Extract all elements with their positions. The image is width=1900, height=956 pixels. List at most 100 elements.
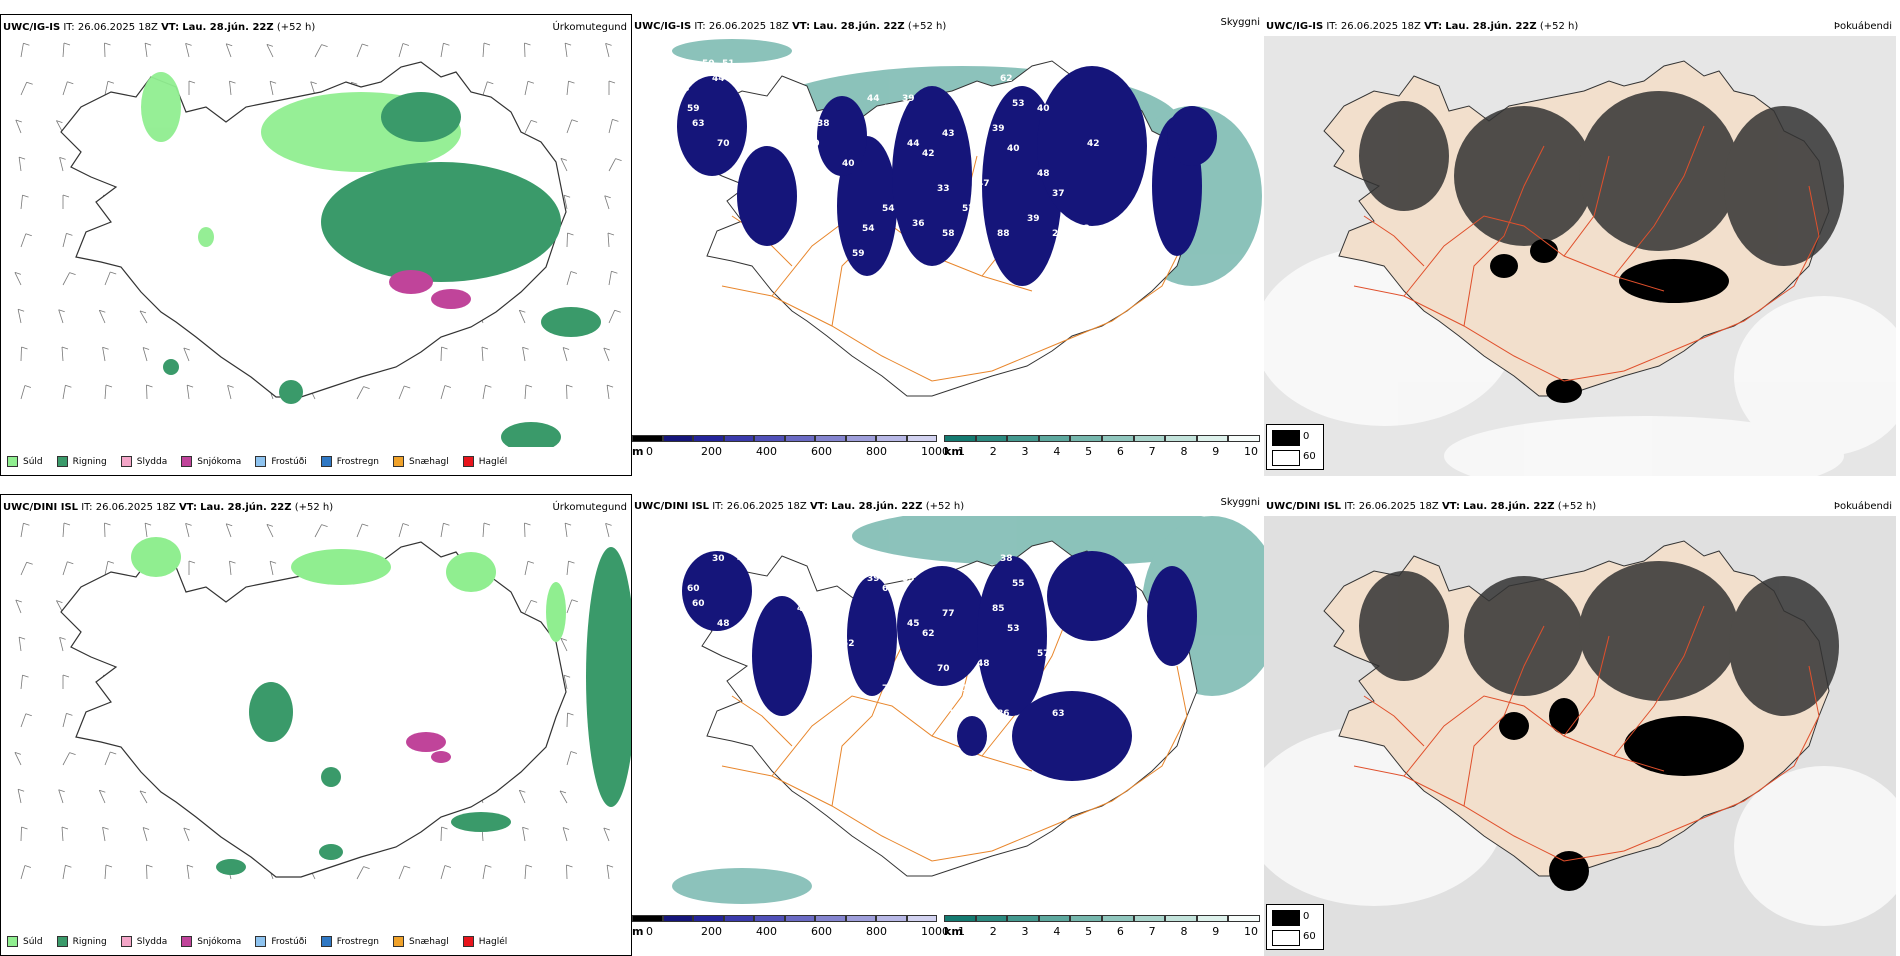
visibility-value-label: 116	[962, 684, 981, 694]
visibility-value-label: 47	[977, 179, 990, 189]
visibility-value-label: 43	[942, 129, 955, 139]
panel-title: UWC/IG-IS IT: 26.06.2025 18Z VT: Lau. 28…	[634, 21, 947, 32]
precip-map	[14, 42, 622, 447]
visibility-value-label: 37	[677, 564, 690, 574]
colorbar-tick: 400	[756, 445, 777, 458]
legend-label: Rigning	[72, 936, 107, 947]
panel-name: Þokuábendi	[1833, 21, 1892, 32]
fog-map	[1264, 516, 1896, 956]
visibility-colorbar: km 1 2 3 4 5 6 7 8 9 10	[944, 915, 1260, 939]
colorbar-tick: 0	[646, 445, 653, 458]
visibility-value-label: 39	[1052, 669, 1065, 679]
visibility-value-label: 52	[842, 639, 855, 649]
colorbar-cell	[975, 435, 1008, 442]
legend-swatch	[120, 936, 132, 947]
fog-legend: 0 60	[1266, 424, 1324, 470]
colorbar-tick: 3	[1021, 925, 1029, 938]
legend-entry: Rigning	[56, 936, 107, 947]
fog-legend-label: 60	[1303, 931, 1316, 942]
visibility-colorbar: km 1 2 3 4 5 6 7 8 9 10	[944, 435, 1260, 459]
visibility-value-label: 42	[922, 149, 935, 159]
colorbar-cell	[1196, 435, 1229, 442]
colorbar-cell	[845, 915, 876, 922]
panel-title: UWC/DINI ISL IT: 26.06.2025 18Z VT: Lau.…	[1266, 501, 1597, 512]
legend-label: Súld	[23, 456, 43, 467]
colorbar-cell	[1007, 915, 1039, 922]
visibility-value-label: 44	[867, 94, 880, 104]
visibility-value-label: 95	[1092, 239, 1105, 249]
visibility-value-label: 57	[962, 204, 975, 214]
visibility-value-label: 50	[817, 599, 830, 609]
colorbar-cell	[944, 915, 976, 922]
colorbar-cell	[815, 915, 846, 922]
visibility-value-label: 30	[712, 554, 725, 564]
colorbar-cell	[754, 435, 785, 442]
fog-panel-row2: UWC/DINI ISL IT: 26.06.2025 18Z VT: Lau.…	[1264, 494, 1896, 956]
fog-legend: 0 60	[1266, 904, 1324, 950]
legend-entry: Súld	[7, 456, 43, 467]
visibility-value-label: 59	[852, 249, 865, 259]
colorbar-unit: m	[632, 925, 644, 938]
visibility-value-label: 54	[882, 204, 895, 214]
precip-legend: Súld Rigning Slydda Snjókoma Frostúði Frostre…	[7, 456, 521, 467]
visibility-value-label: 33	[937, 184, 950, 194]
colorbar-cell	[1038, 915, 1071, 922]
panel-name: Skyggni	[1220, 17, 1260, 28]
legend-label: Haglél	[478, 456, 508, 467]
visibility-value-label: 54	[862, 224, 875, 234]
visibility-panel-row2: UWC/DINI ISL IT: 26.06.2025 18Z VT: Lau.…	[632, 494, 1264, 956]
colorbar-tick: 1	[958, 925, 965, 938]
colorbar-tick: 4	[1053, 925, 1061, 938]
legend-label: Slydda	[136, 936, 168, 947]
colorbar-cell	[723, 435, 754, 442]
legend-label: Frostúði	[271, 936, 307, 947]
visibility-value-label: 45	[907, 619, 920, 629]
legend-swatch	[462, 456, 474, 467]
visibility-value-label: 42	[1087, 139, 1100, 149]
colorbar-cell	[1165, 915, 1197, 922]
visibility-value-label: 48	[1077, 224, 1090, 234]
colorbar-unit: km	[944, 445, 963, 458]
legend-swatch	[393, 936, 405, 947]
visibility-value-label: 49	[797, 604, 810, 614]
visibility-value-label: 48	[977, 659, 990, 669]
precip-legend: Súld Rigning Slydda Snjókoma Frostúði Frostre…	[7, 936, 521, 947]
visibility-value-label: 168	[892, 329, 911, 339]
legend-swatch	[7, 936, 18, 947]
legend-swatch	[56, 456, 68, 467]
colorbar-tick: 7	[1148, 445, 1156, 458]
visibility-value-label: 45	[737, 554, 750, 564]
visibility-value-label: 62	[1000, 74, 1013, 84]
visibility-value-label: 239	[1052, 229, 1071, 239]
colorbar-tick: 10	[1244, 445, 1258, 458]
panel-name: Úrkomutegund	[552, 22, 627, 33]
legend-entry: Snjókoma	[181, 456, 241, 467]
panel-title: UWC/DINI ISL IT: 26.06.2025 18Z VT: Lau.…	[3, 502, 334, 513]
colorbar-cell	[1070, 435, 1102, 442]
visibility-value-label: 40	[807, 139, 820, 149]
visibility-value-label: 35	[737, 74, 750, 84]
visibility-value-label: 63	[692, 119, 705, 129]
legend-entry: Rigning	[56, 456, 107, 467]
visibility-value-label: 39	[867, 574, 880, 584]
ceiling-colorbar: m 0 200 400 600 800 1000	[632, 915, 949, 939]
visibility-value-label: 51	[722, 59, 735, 69]
colorbar-tick: 3	[1021, 445, 1029, 458]
legend-swatch	[393, 456, 405, 467]
panel-title: UWC/DINI ISL IT: 26.06.2025 18Z VT: Lau.…	[634, 501, 965, 512]
visibility-value-label: 40	[1037, 104, 1050, 114]
colorbar-tick: 2	[989, 445, 997, 458]
visibility-value-label: 38	[722, 539, 735, 549]
legend-entry: Frostregn	[320, 456, 379, 467]
colorbar-cell	[1228, 915, 1260, 922]
colorbar-tick: 1000	[921, 445, 949, 458]
colorbar-cell	[906, 915, 937, 922]
colorbar-cell	[1102, 915, 1134, 922]
visibility-value-label: 53	[1012, 99, 1025, 109]
legend-swatch	[255, 936, 267, 947]
visibility-value-label: 71	[942, 709, 955, 719]
fog-panel-row1: UWC/IG-IS IT: 26.06.2025 18Z VT: Lau. 28…	[1264, 14, 1896, 476]
legend-entry: Súld	[7, 936, 43, 947]
visibility-value-label: 61	[882, 584, 895, 594]
